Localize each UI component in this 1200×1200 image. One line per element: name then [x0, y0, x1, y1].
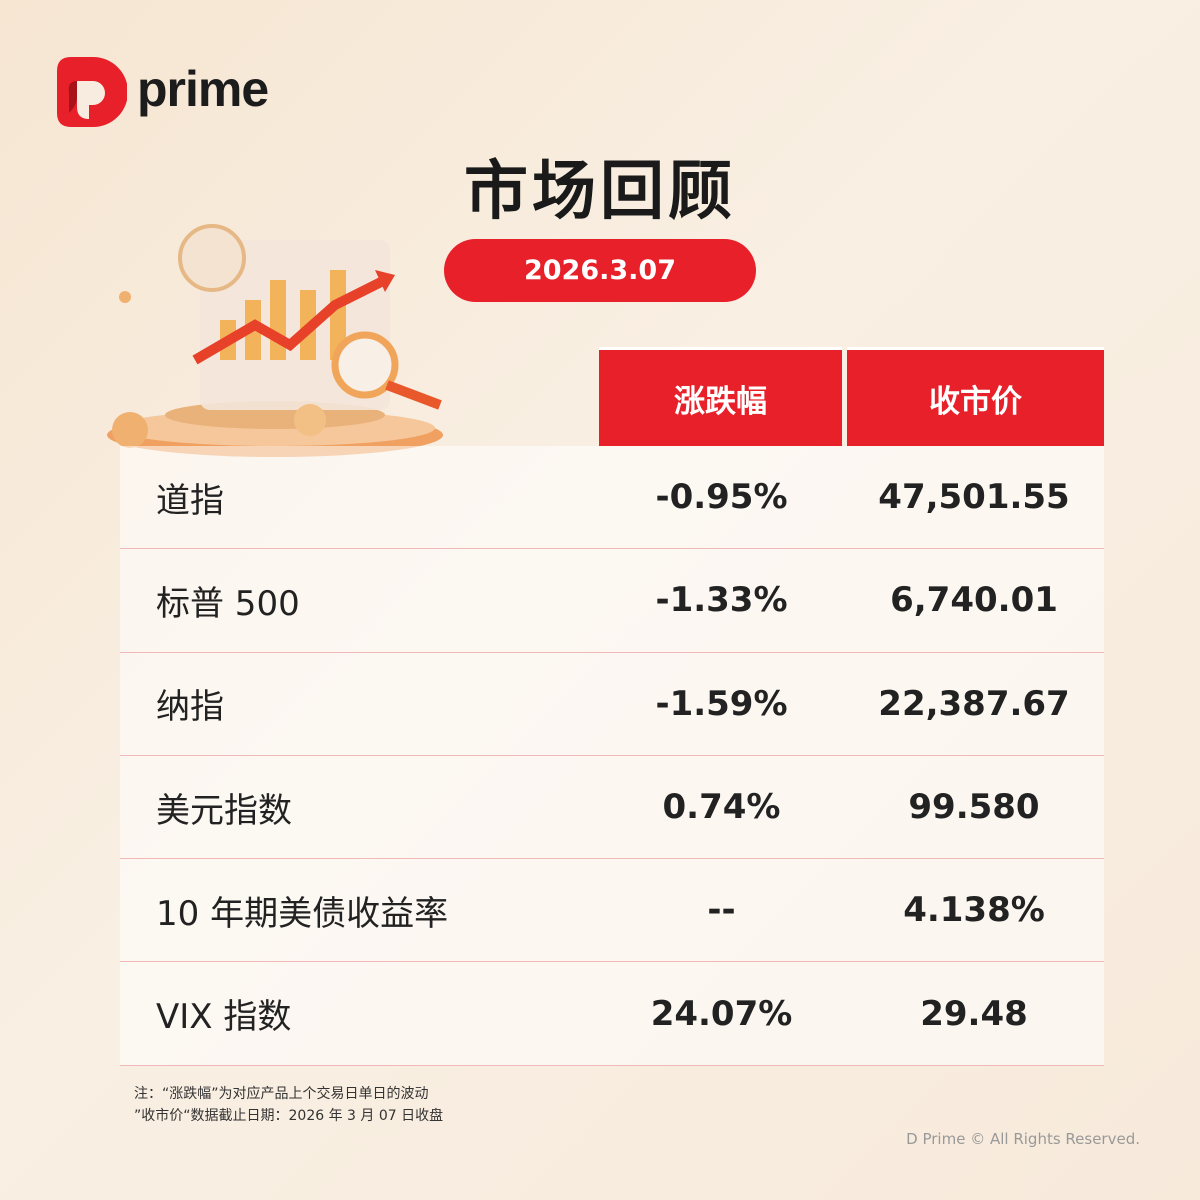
- table-row: 纳指 -1.59% 22,387.67: [120, 652, 1104, 756]
- close-value: 47,501.55: [878, 477, 1070, 518]
- table-row: VIX 指数 24.07% 29.48: [120, 962, 1104, 1066]
- change-value: -1.33%: [655, 580, 788, 621]
- close-value: 22,387.67: [878, 683, 1070, 724]
- index-name: VIX 指数: [156, 997, 292, 1038]
- footnote-line: ”收市价“数据截止日期：2026 年 3 月 07 日收盘: [134, 1108, 444, 1124]
- header-close: 收市价: [847, 347, 1104, 446]
- copyright: D Prime © All Rights Reserved.: [906, 1130, 1140, 1148]
- index-name: 标普 500: [156, 583, 300, 624]
- change-value: -1.59%: [655, 683, 788, 724]
- date-badge: 2026.3.07: [444, 239, 756, 302]
- change-value: 24.07%: [650, 993, 793, 1034]
- rising-chart-illustration-icon: [107, 224, 443, 457]
- close-value: 99.580: [908, 787, 1040, 828]
- brand-logo: prime: [57, 57, 269, 127]
- brand-name: prime: [137, 61, 269, 117]
- close-value: 6,740.01: [890, 580, 1058, 621]
- table-row: 道指 -0.95% 47,501.55: [120, 446, 1104, 550]
- index-name: 美元指数: [156, 790, 292, 831]
- change-value: --: [707, 890, 736, 931]
- d-prime-logo-icon: [57, 57, 127, 127]
- header-change: 涨跌幅: [599, 347, 842, 446]
- index-name: 纳指: [156, 687, 224, 728]
- table-row: 标普 500 -1.33% 6,740.01: [120, 549, 1104, 653]
- market-table: 道指 -0.95% 47,501.55 标普 500 -1.33% 6,740.01 纳…: [120, 446, 1104, 1066]
- page-title: 市场回顾: [464, 155, 736, 229]
- table-row: 10 年期美债收益率 -- 4.138%: [120, 859, 1104, 963]
- close-value: 4.138%: [903, 890, 1045, 931]
- index-name: 道指: [156, 480, 224, 521]
- change-value: -0.95%: [655, 477, 788, 518]
- table-row: 美元指数 0.74% 99.580: [120, 755, 1104, 860]
- change-value: 0.74%: [662, 787, 781, 828]
- close-value: 29.48: [920, 993, 1028, 1034]
- footnote-line: 注：“涨跌幅”为对应产品上个交易日单日的波动: [134, 1086, 429, 1102]
- index-name: 10 年期美债收益率: [156, 893, 449, 934]
- footnote: 注：“涨跌幅”为对应产品上个交易日单日的波动 ”收市价“数据截止日期：2026 …: [134, 1083, 443, 1127]
